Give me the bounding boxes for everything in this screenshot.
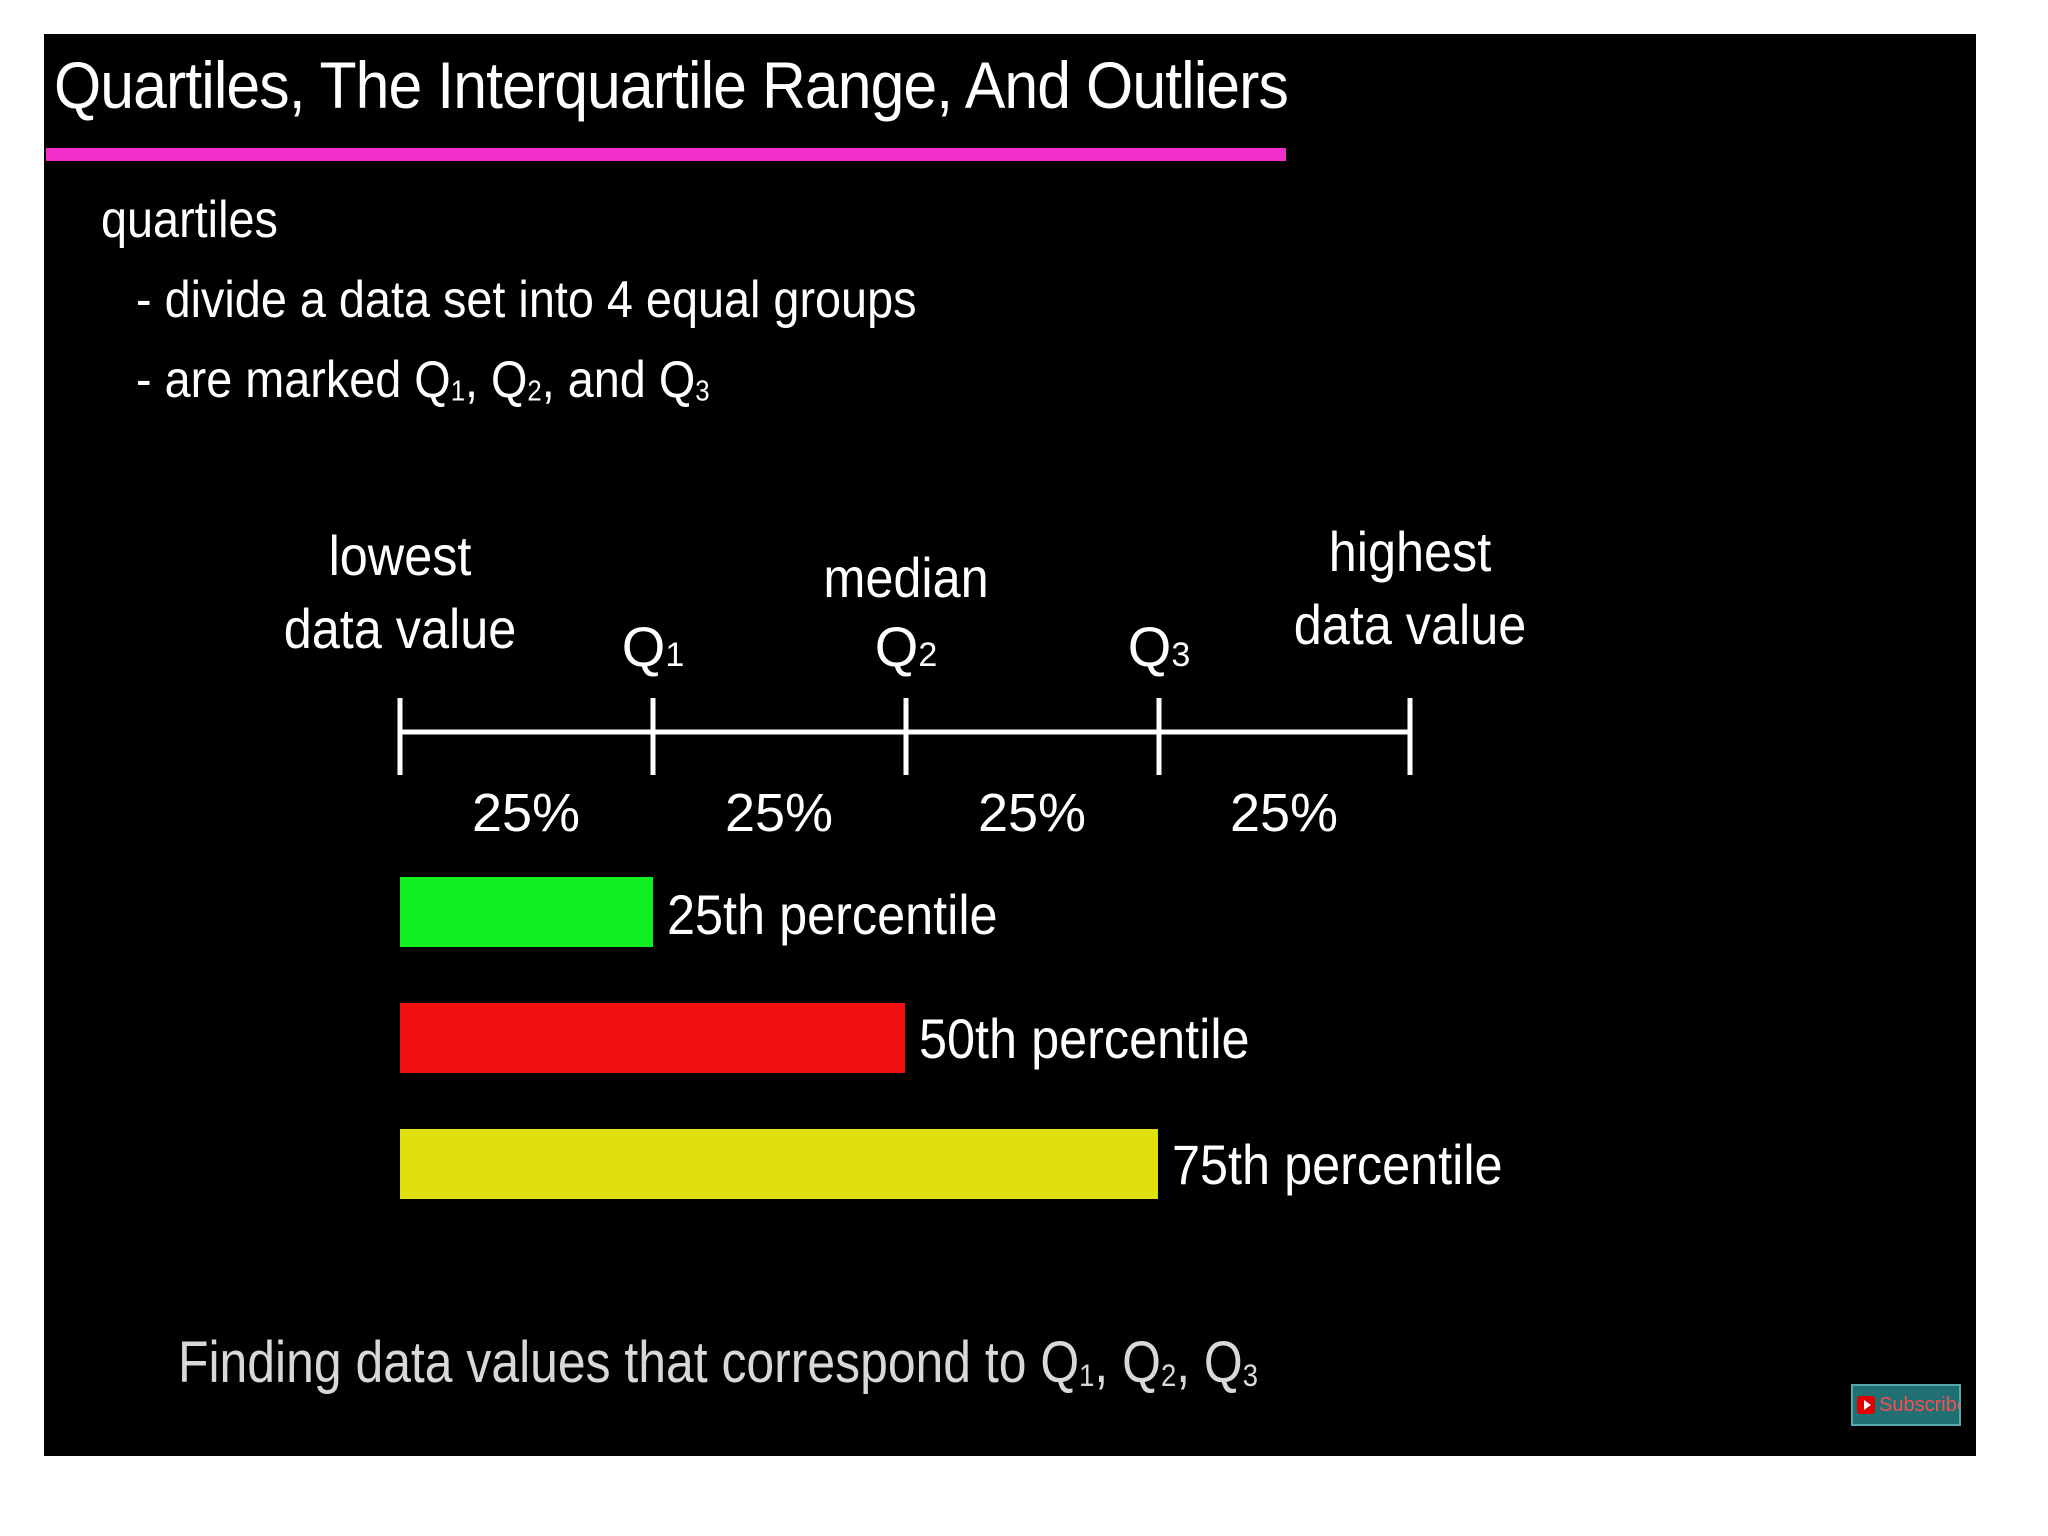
footer-caption: Finding data values that correspond to Q… [178,1330,1258,1395]
segment-label-1: 25% [472,783,580,843]
label-highest-line2: data value [1294,595,1527,657]
bullet-item-divide: - divide a data set into 4 equal groups [136,271,917,329]
number-line [397,698,1413,775]
percentile-label-50: 50th percentile [919,1009,1250,1071]
percentile-bars: 25th percentile 50th percentile 75th per… [400,877,1503,1199]
segment-label-4: 25% [1230,783,1338,843]
segment-label-3: 25% [978,783,1086,843]
bullet-list: quartiles - divide a data set into 4 equ… [101,190,1003,410]
percentile-bar-75 [400,1129,1158,1199]
bullet-heading: quartiles [101,191,278,249]
label-highest-line1: highest [1329,522,1492,584]
label-median: median [823,548,988,610]
label-lowest-line2: data value [284,599,517,661]
label-lowest-line1: lowest [329,526,472,588]
percentile-label-25: 25th percentile [667,885,998,947]
label-q3: Q3 [1128,615,1190,678]
subscribe-button[interactable]: Subscribe [1851,1384,1961,1426]
quartile-diagram: lowest data value Q1 median Q2 Q3 highes… [284,522,1527,1199]
slide-title: Quartiles, The Interquartile Range, And … [54,48,1289,122]
label-q1: Q1 [622,615,684,678]
percentile-bar-50 [400,1003,905,1073]
play-icon [1857,1396,1875,1414]
slide: Quartiles, The Interquartile Range, And … [44,34,1976,1456]
percentile-bar-25 [400,877,653,947]
bullet-item-marked: - are marked Q1, Q2, and Q3 [136,351,710,409]
percentile-label-75: 75th percentile [1172,1135,1503,1197]
label-q2: Q2 [875,615,937,678]
title-underline [46,148,1286,161]
subscribe-label: Subscribe [1879,1393,1961,1416]
segment-label-2: 25% [725,783,833,843]
